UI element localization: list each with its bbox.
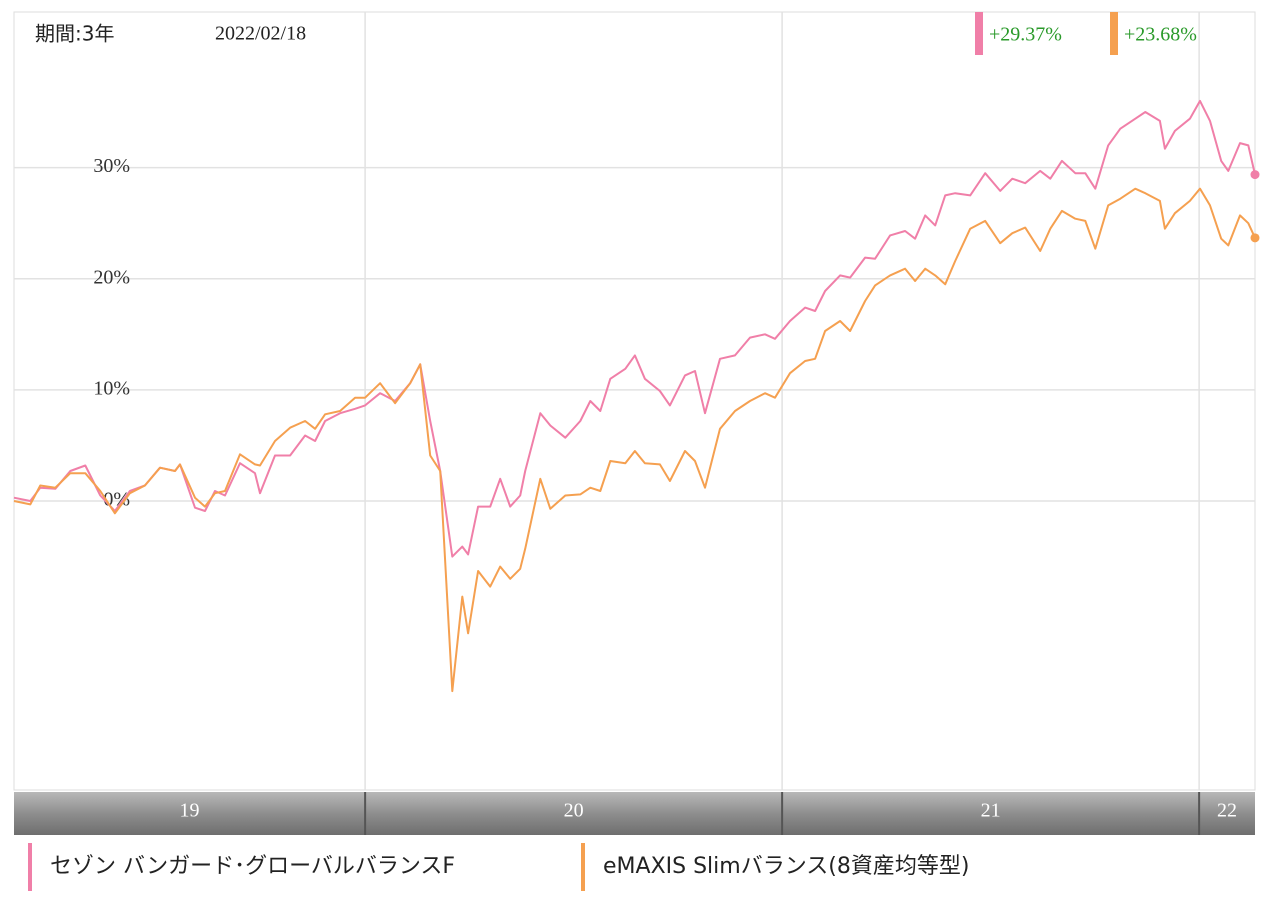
x-tick-label: 21 xyxy=(981,800,1001,822)
x-tick-label: 19 xyxy=(180,800,200,822)
end-marker xyxy=(1250,233,1260,243)
series-line xyxy=(13,187,1256,693)
legend-swatch xyxy=(581,843,585,891)
legend-swatch xyxy=(28,843,32,891)
x-tick-label: 20 xyxy=(564,800,584,822)
plot-area xyxy=(13,11,1256,791)
series-line xyxy=(13,99,1256,558)
change-label: +29.37% xyxy=(989,24,1062,46)
period-label: 期間:3年 xyxy=(35,22,114,46)
x-tick-label: 22 xyxy=(1217,800,1237,822)
change-swatch xyxy=(1110,12,1118,55)
change-swatch xyxy=(975,12,983,55)
x-axis-band xyxy=(14,792,1255,835)
y-tick-label: 10% xyxy=(93,377,130,399)
change-label: +23.68% xyxy=(1124,24,1197,46)
y-tick-label: 20% xyxy=(93,266,130,288)
legend-label: セゾン バンガード･グローバルバランスF xyxy=(50,854,455,879)
date-label: 2022/02/18 xyxy=(215,23,306,45)
y-tick-label: 30% xyxy=(93,155,130,177)
end-marker xyxy=(1250,170,1260,180)
legend-label: eMAXIS Slimバランス(8資産均等型) xyxy=(603,854,969,879)
